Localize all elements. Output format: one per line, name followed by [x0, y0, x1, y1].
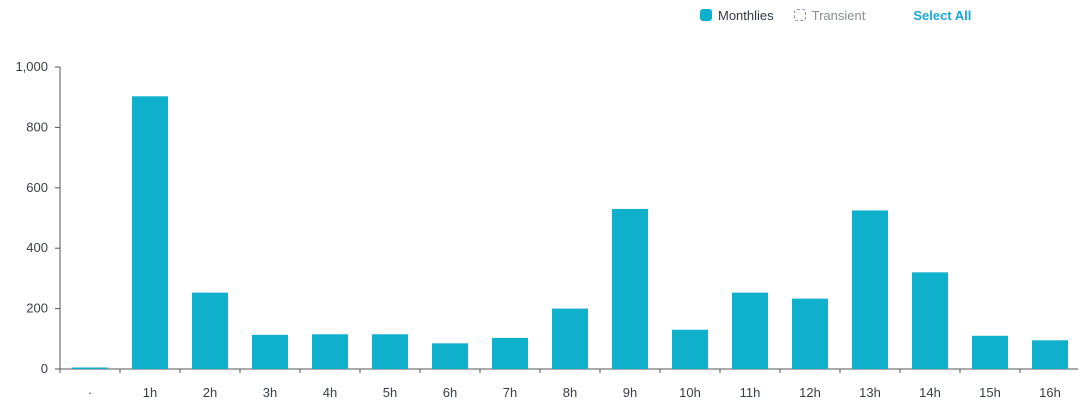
y-tick-labels: 0 200 400 600 800 1,000 [15, 59, 48, 376]
x-tick-label: 2h [203, 385, 217, 400]
x-tick-label: 6h [443, 385, 457, 400]
bar-3h[interactable] [252, 334, 288, 369]
y-tick-label: 400 [26, 240, 48, 255]
y-tick-label: 600 [26, 180, 48, 195]
x-tick-label: 4h [323, 385, 337, 400]
y-tick-label: 200 [26, 301, 48, 316]
x-tick-label: 12h [799, 385, 821, 400]
x-tick-label: 15h [979, 385, 1001, 400]
bar-12h[interactable] [792, 298, 828, 369]
x-tick-label: 7h [503, 385, 517, 400]
bar-11h[interactable] [732, 292, 768, 369]
x-tick-label: 10h [679, 385, 701, 400]
x-tick-label: 5h [383, 385, 397, 400]
legend-item-transient[interactable]: Transient [793, 7, 866, 23]
x-tick-label: 16h [1039, 385, 1061, 400]
legend-label-transient: Transient [811, 7, 866, 23]
transient-swatch-icon [793, 9, 806, 21]
y-tick-label: 0 [41, 361, 48, 376]
legend-label-monthlies: Monthlies [718, 7, 774, 23]
bar-0[interactable] [72, 367, 108, 369]
legend-item-monthlies[interactable]: Monthlies [700, 8, 774, 23]
select-all-link[interactable]: Select All [913, 7, 972, 23]
bar-5h[interactable] [372, 334, 408, 369]
bar-4h[interactable] [312, 334, 348, 369]
bar-8h[interactable] [552, 308, 588, 369]
chart-bars [72, 96, 1068, 369]
y-tick-label: 1,000 [15, 59, 48, 74]
x-tick-label: 8h [563, 385, 577, 400]
bar-16h[interactable] [1032, 340, 1068, 369]
bar-9h[interactable] [612, 208, 648, 369]
x-tick-label: 1h [143, 385, 157, 400]
bar-13h[interactable] [852, 210, 888, 369]
bar-7h[interactable] [492, 337, 528, 369]
x-tick-label: 9h [623, 385, 637, 400]
monthlies-swatch-icon [700, 9, 712, 21]
x-tick-labels: · 1h 2h 3h 4h 5h 6h 7h 8h 9h 10h 11h 12h 13h 14h 15h 16h [88, 385, 1061, 400]
y-tick-label: 800 [26, 119, 48, 134]
x-tick-label: 14h [919, 385, 941, 400]
bar-15h[interactable] [972, 335, 1008, 369]
bar-10h[interactable] [672, 329, 708, 369]
chart-legend: Monthlies Transient Select All [700, 6, 971, 24]
bar-14h[interactable] [912, 272, 948, 369]
bar-6h[interactable] [432, 343, 468, 369]
x-tick-label: 3h [263, 385, 277, 400]
x-tick-label: · [88, 385, 92, 400]
x-tick-label: 13h [859, 385, 881, 400]
bar-2h[interactable] [192, 292, 228, 369]
x-tick-label: 11h [740, 385, 761, 400]
bar-1h[interactable] [132, 96, 168, 369]
